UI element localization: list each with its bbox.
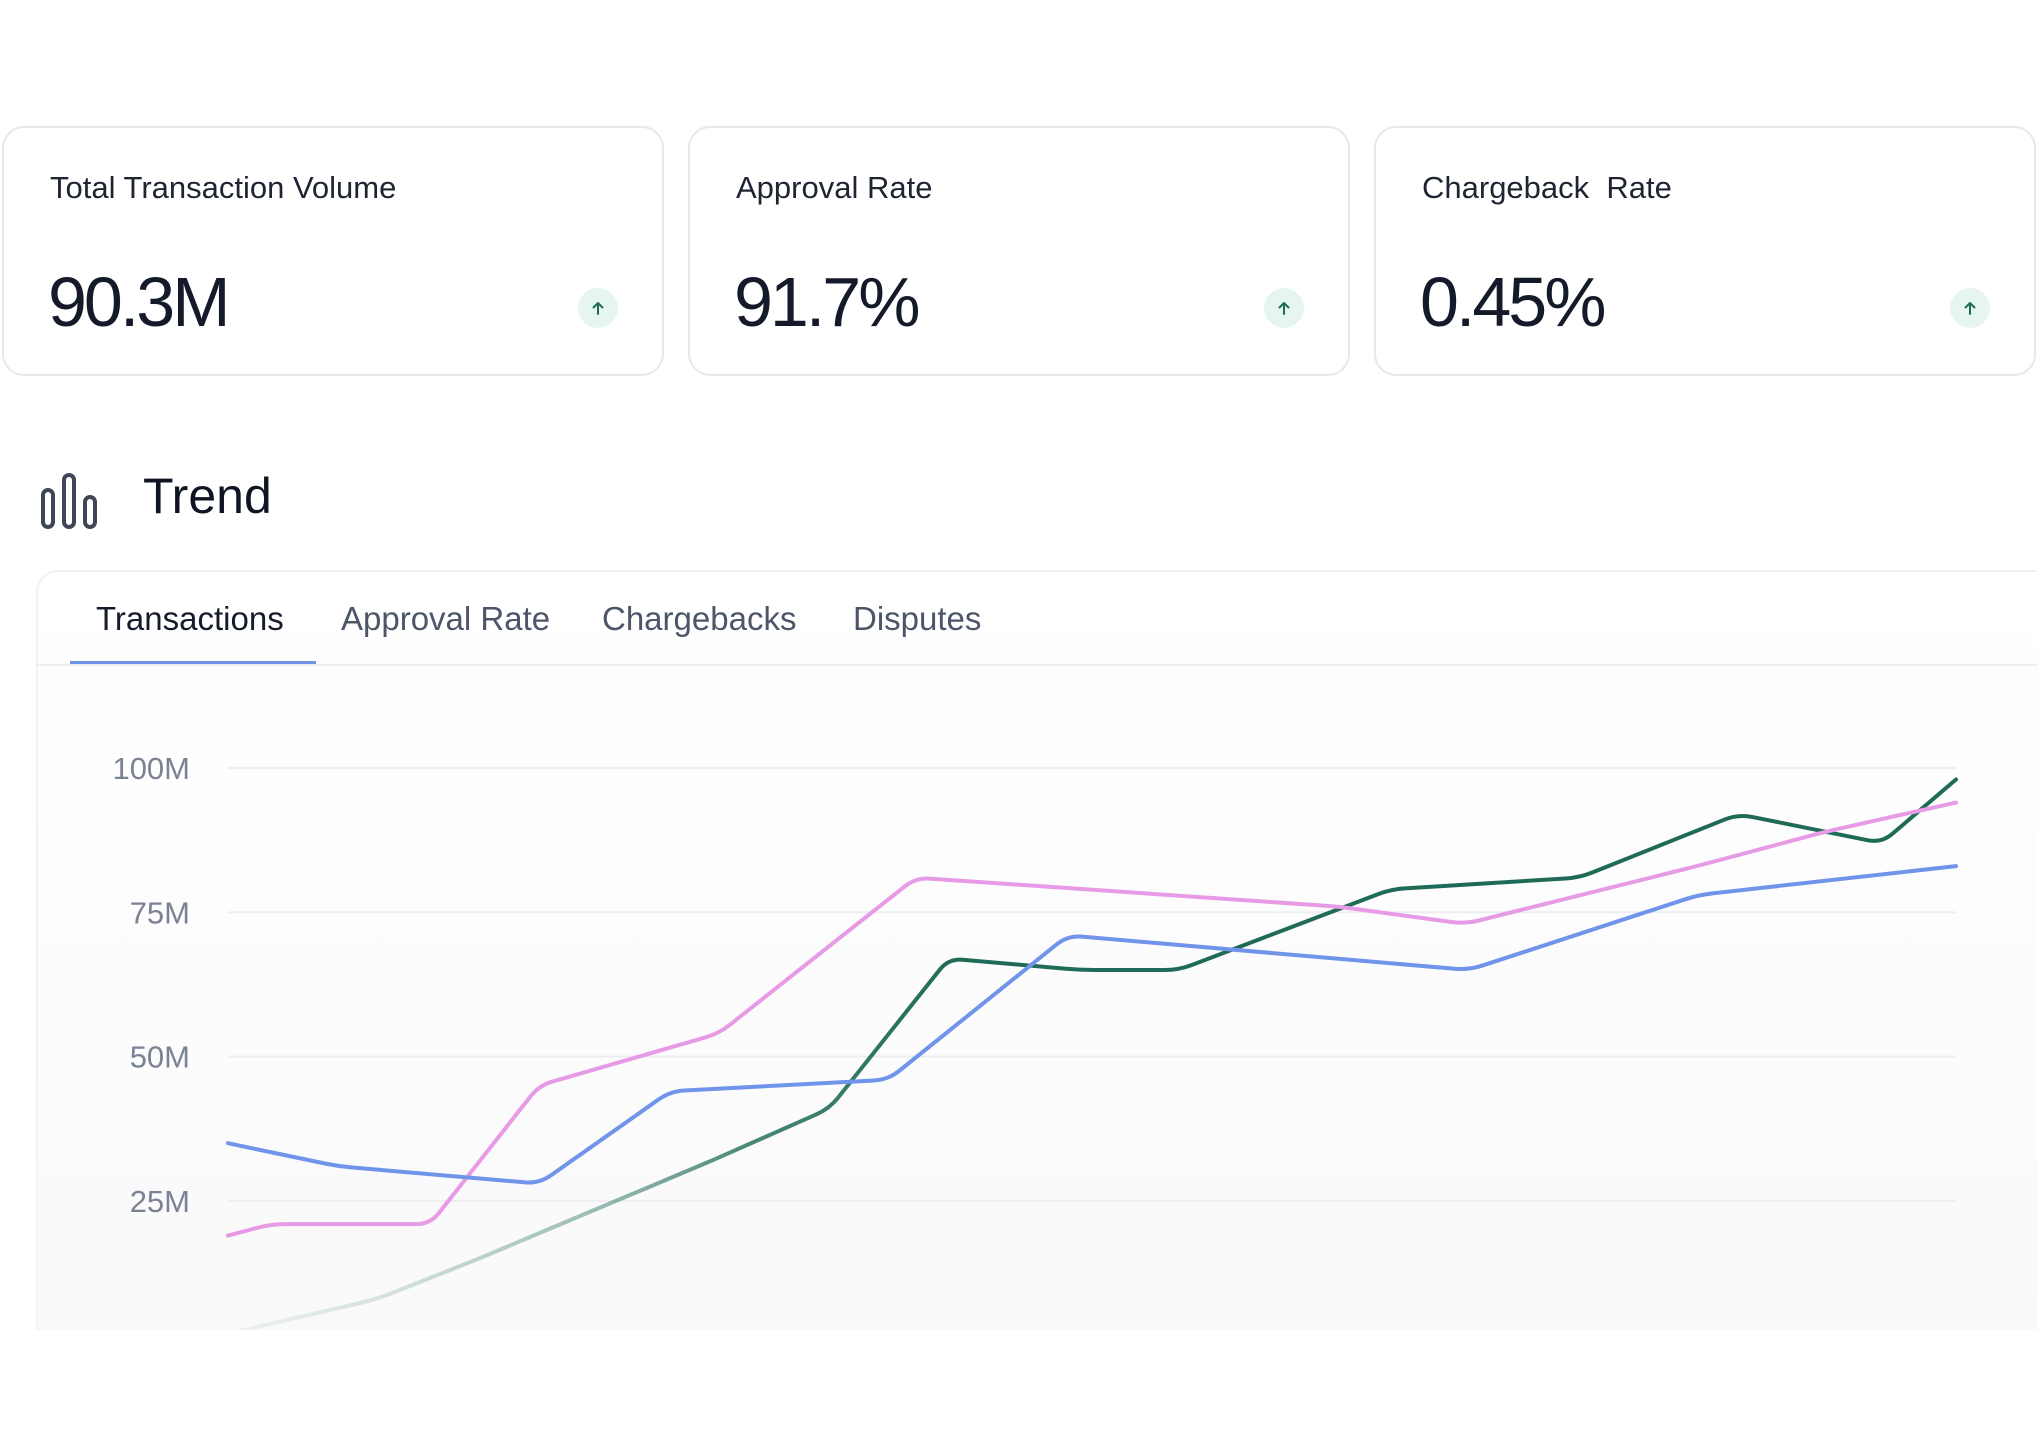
tab-transactions[interactable]: Transactions [96,600,284,637]
arrow-up-icon [578,288,618,328]
stat-label: Approval Rate [736,170,933,205]
stat-card-volume: Total Transaction Volume 90.3M [2,126,664,376]
tab-bar: Transactions Approval Rate Chargebacks D… [36,570,2037,666]
active-tab-indicator [70,661,316,664]
stat-label: Total Transaction Volume [50,170,397,205]
stat-value: 0.45% [1420,263,1606,341]
bar-chart-icon [41,473,97,529]
stat-card-chargeback: Chargeback Rate 0.45% [1374,126,2036,376]
stat-value: 90.3M [48,263,231,341]
stat-card-approval: Approval Rate 91.7% [688,126,1350,376]
section-title: Trend [143,468,272,524]
arrow-up-icon [1264,288,1304,328]
section-header [40,466,102,536]
stat-value: 91.7% [734,263,920,341]
chart-panel [36,570,2037,1332]
chart-bottom-fade [0,1330,2037,1443]
tab-disputes[interactable]: Disputes [853,600,982,637]
stat-label: Chargeback Rate [1422,170,1672,205]
tab-approval-rate[interactable]: Approval Rate [341,600,551,637]
arrow-up-icon [1950,288,1990,328]
tab-chargebacks[interactable]: Chargebacks [602,600,797,637]
